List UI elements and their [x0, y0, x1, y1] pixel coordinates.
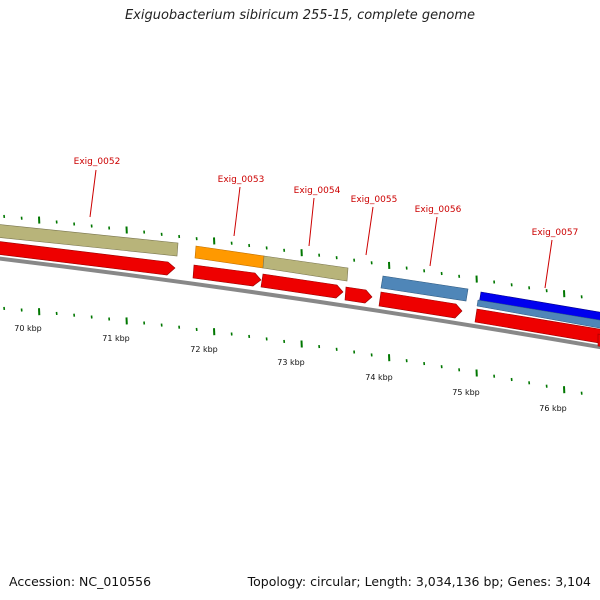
svg-text:Exig_0052: Exig_0052: [74, 157, 121, 167]
lower-tick-row: [3, 306, 583, 395]
cds-arrow-6: [474, 308, 600, 344]
feature-bar-exig-0052: [0, 224, 179, 257]
scale-label-72kbp: 72 kbp: [190, 345, 218, 354]
scale-label-73kbp: 73 kbp: [277, 358, 305, 367]
accession-text: Accession: NC_010556: [9, 574, 152, 589]
gene-label-exig-0057: Exig_0057: [532, 228, 579, 289]
topology-summary: Topology: circular; Length: 3,034,136 bp…: [247, 574, 591, 589]
svg-text:Exig_0056: Exig_0056: [415, 205, 462, 215]
scale-label-70kbp: 70 kbp: [14, 324, 42, 333]
svg-text:Exig_0054: Exig_0054: [294, 186, 341, 196]
cds-arrow-1: [0, 241, 176, 276]
svg-text:Exig_0053: Exig_0053: [218, 175, 265, 185]
feature-bar-exig-0053: [194, 245, 265, 269]
cds-arrow-4: [344, 286, 373, 304]
gene-label-exig-0056: Exig_0056: [415, 205, 462, 267]
gene-label-exig-0052: Exig_0052: [74, 157, 121, 218]
map-title: Exiguobacterium sibiricum 255-15, comple…: [124, 8, 476, 23]
scale-label-76kbp: 76 kbp: [539, 404, 567, 413]
feature-bar-exig-0057-lower: [476, 299, 600, 329]
scale-label-75kbp: 75 kbp: [452, 388, 480, 397]
gene-label-exig-0055: Exig_0055: [351, 195, 398, 256]
cds-arrow-2: [192, 264, 262, 287]
gene-label-exig-0053: Exig_0053: [218, 175, 265, 237]
gene-label-exig-0054: Exig_0054: [294, 186, 341, 247]
feature-bar-exig-0056: [380, 275, 469, 302]
cds-arrow-5: [378, 291, 463, 319]
genome-backbone: [0, 256, 600, 350]
svg-text:Exig_0055: Exig_0055: [351, 195, 398, 205]
svg-text:Exig_0057: Exig_0057: [532, 228, 579, 238]
scale-label-74kbp: 74 kbp: [365, 373, 393, 382]
feature-bar-exig-0054: [262, 255, 349, 282]
scale-label-71kbp: 71 kbp: [102, 334, 130, 343]
cds-arrow-3: [260, 273, 344, 299]
upper-tick-row: [3, 214, 583, 299]
